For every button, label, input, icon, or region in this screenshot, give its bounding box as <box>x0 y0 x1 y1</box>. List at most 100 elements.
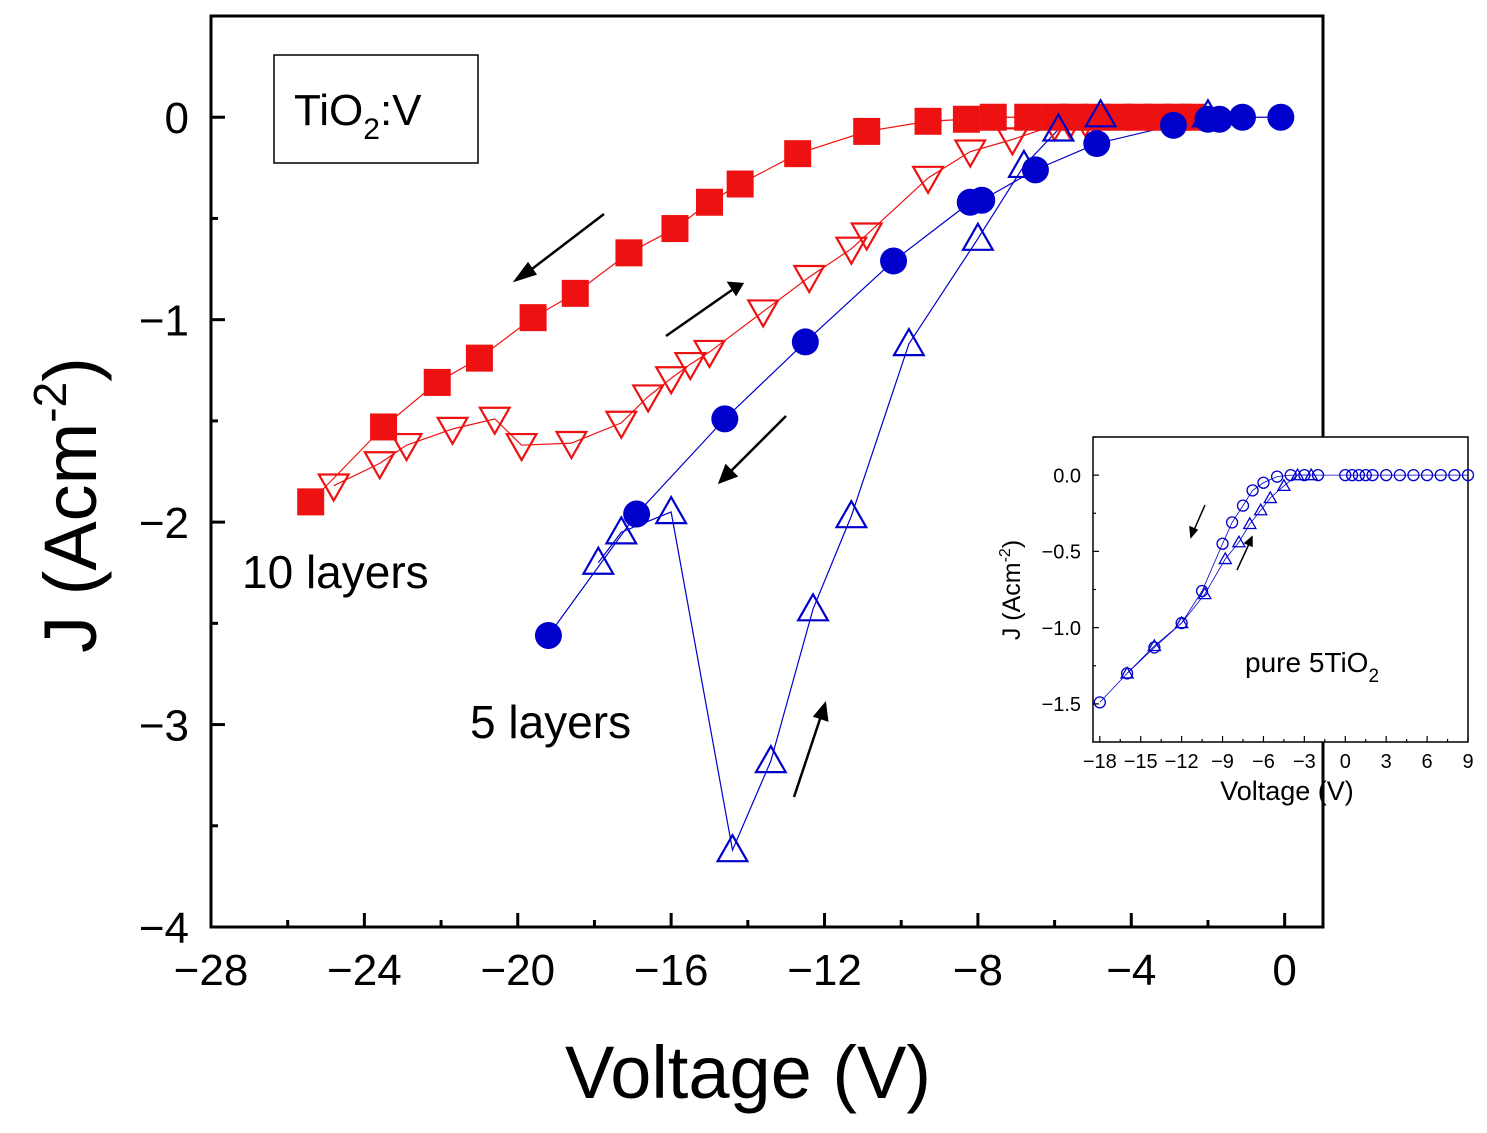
inset-x-tick-label: 6 <box>1422 751 1433 773</box>
inset-point-pure-reverse <box>1290 467 1305 481</box>
main-point-10-layers-reverse <box>692 339 727 370</box>
inset-point-pure-forward <box>1380 468 1393 482</box>
main-x-tick-label: −8 <box>953 946 1003 995</box>
main-x-tick-label: −28 <box>174 946 249 995</box>
main-point-10-layers-forward <box>615 239 643 267</box>
inset-y-ticks: 0.0 −0.5 −1.0 −1.5 <box>1042 436 1099 716</box>
inset-point-pure-forward <box>1236 499 1250 512</box>
inset-y-tick-label: −1.5 <box>1042 694 1081 716</box>
inset-arrows <box>1189 504 1253 571</box>
inset-y-axis-title-text: J (Acm <box>998 562 1026 640</box>
inset-axes: −18 −15 −12 −9 −6 −3 0 3 6 9 0.0 −0.5 −1.0 −1.5 pure… <box>997 436 1475 806</box>
main-point-10-layers-forward <box>465 344 493 372</box>
inset-point-pure-forward <box>1298 468 1311 482</box>
inset-annotation-main: pure 5TiO <box>1245 647 1368 678</box>
inset-y-tick-label: −1.0 <box>1042 618 1081 640</box>
main-x-tick-label: −12 <box>787 946 862 995</box>
main-series-markers <box>297 98 1295 863</box>
inset-x-tick-label: −6 <box>1252 751 1275 773</box>
label-10-layers: 10 layers <box>242 546 429 598</box>
main-point-5-layers-reverse <box>1007 148 1041 179</box>
main-point-5-layers-forward <box>1228 103 1256 131</box>
main-x-axis-title: Voltage (V) <box>565 1031 931 1114</box>
main-point-10-layers-forward <box>979 103 1007 131</box>
inset-point-pure-forward <box>1195 584 1209 598</box>
main-point-10-layers-reverse <box>504 432 539 463</box>
main-point-10-layers-reverse <box>911 165 945 196</box>
inset-point-pure-reverse <box>1174 615 1189 629</box>
main-point-10-layers-forward <box>695 188 723 216</box>
main-point-10-layers-reverse <box>673 351 708 382</box>
main-point-5-layers-forward <box>968 186 996 214</box>
inset-point-pure-reverse <box>1218 551 1233 565</box>
inset-point-pure-forward <box>1345 468 1359 482</box>
main-point-10-layers-forward <box>423 368 451 396</box>
inset-annotation: pure 5TiO2 <box>1245 647 1379 687</box>
inset-point-pure-reverse <box>1253 502 1268 516</box>
inset-point-pure-reverse <box>1197 586 1212 600</box>
main-point-10-layers-reverse <box>849 222 884 252</box>
inset-point-pure-reverse <box>1242 516 1257 530</box>
main-y-axis-title-close: ) <box>29 357 112 382</box>
main-y-axis-title-text: J (Acm <box>29 423 112 653</box>
main-point-10-layers-forward <box>519 304 547 332</box>
main-line-10-layers-reverse <box>333 120 1097 487</box>
inset-x-tick-label: 3 <box>1381 751 1392 773</box>
main-point-5-layers-reverse <box>892 326 926 357</box>
main-point-5-layers-reverse <box>961 221 995 251</box>
main-point-5-layers-forward <box>1267 103 1295 131</box>
inset-point-pure-forward <box>1352 468 1366 482</box>
inset-line-pure-forward <box>1099 474 1468 703</box>
main-point-10-layers-reverse <box>1080 109 1114 139</box>
arrow-10-reverse <box>665 288 733 338</box>
arrow-5-reverse-head <box>812 700 829 722</box>
main-point-5-layers-reverse <box>715 833 750 863</box>
main-point-10-layers-reverse <box>631 384 665 414</box>
main-point-5-layers-forward <box>1159 111 1187 139</box>
arrow-5-forward-head <box>717 463 739 485</box>
inset-point-pure-forward <box>1434 468 1447 482</box>
main-x-ticks: −28 −24 −20 −16 −12 −8 −4 0 <box>174 913 1297 995</box>
main-point-10-layers-reverse <box>746 299 780 329</box>
main-point-10-layers-reverse <box>478 406 512 436</box>
main-point-5-layers-reverse <box>834 498 869 529</box>
inset-point-pure-forward <box>1148 641 1161 654</box>
main-y-tick-label: −3 <box>139 701 189 750</box>
main-point-5-layers-reverse <box>1083 98 1118 128</box>
main-point-10-layers-reverse <box>834 236 869 266</box>
main-point-10-layers-reverse <box>316 473 351 503</box>
inset-arrow-reverse-head <box>1243 535 1253 548</box>
inset-point-pure-forward <box>1393 468 1406 482</box>
inset-point-pure-forward <box>1284 468 1297 482</box>
main-point-5-layers-forward <box>534 621 562 649</box>
inset-x-axis-title: Voltage (V) <box>1220 776 1354 806</box>
main-point-10-layers-reverse <box>953 139 987 169</box>
legend-box: TiO2:V <box>273 54 479 164</box>
inset-x-tick-label: −18 <box>1083 751 1117 773</box>
main-point-5-layers-reverse <box>581 545 616 575</box>
inset-point-pure-forward <box>1311 468 1325 482</box>
main-point-5-layers-reverse <box>1041 112 1076 142</box>
main-y-tick-label: −2 <box>139 499 189 548</box>
main-y-ticks: −4 −3 −2 −1 0 <box>139 14 225 953</box>
inset-point-pure-reverse <box>1147 638 1162 652</box>
inset-y-axis-title: J (Acm-2) <box>997 540 1026 640</box>
main-point-5-layers-forward <box>623 500 651 528</box>
main-point-10-layers-reverse <box>554 430 589 461</box>
inset-point-pure-reverse <box>1276 478 1292 491</box>
main-point-10-layers-reverse <box>604 410 639 440</box>
main-point-10-layers-forward <box>726 170 754 198</box>
main-x-tick-label: −16 <box>634 946 709 995</box>
inset-point-pure-forward <box>1407 468 1420 482</box>
inset-series-markers <box>1093 467 1475 709</box>
inset-point-pure-forward <box>1359 468 1372 482</box>
inset-x-tick-label: 0 <box>1340 751 1351 773</box>
main-x-tick-label: −4 <box>1106 946 1156 995</box>
inset-point-pure-forward <box>1216 537 1229 550</box>
main-point-10-layers-reverse <box>1037 113 1072 143</box>
inset-point-pure-forward <box>1448 468 1461 482</box>
main-y-tick-label: 0 <box>165 94 189 143</box>
arrow-5-forward <box>729 415 787 473</box>
main-point-5-layers-forward <box>791 328 819 356</box>
